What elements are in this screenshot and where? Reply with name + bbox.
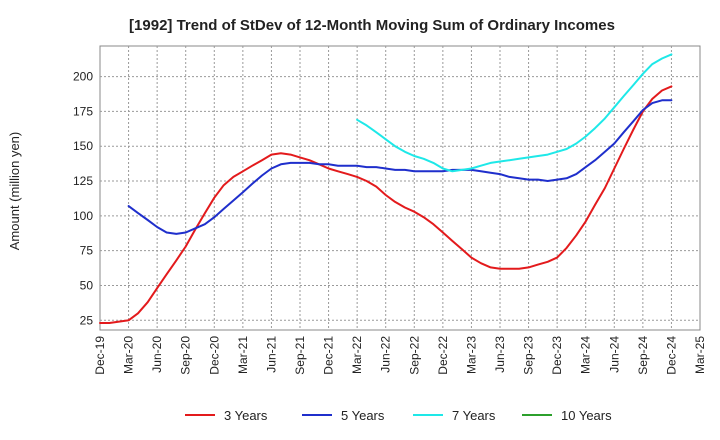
x-tick-label: Jun-24 xyxy=(607,336,621,373)
legend-label: 10 Years xyxy=(561,408,612,423)
series-line-7-years xyxy=(356,53,673,173)
x-tick-label: Dec-20 xyxy=(207,336,221,375)
chart-title: [1992] Trend of StDev of 12-Month Moving… xyxy=(129,17,615,34)
x-tick-label: Dec-19 xyxy=(93,336,107,375)
x-tick-label: Sep-20 xyxy=(179,336,193,375)
legend-label: 7 Years xyxy=(452,408,496,423)
y-tick-label: 25 xyxy=(80,313,94,327)
x-tick-label: Mar-21 xyxy=(236,336,250,374)
y-tick-label: 50 xyxy=(80,278,94,292)
x-tick-label: Mar-25 xyxy=(693,336,707,374)
y-tick-label: 175 xyxy=(73,104,93,118)
x-tick-label: Dec-22 xyxy=(436,336,450,375)
legend: 3 Years 5 Years 7 Years 10 Years xyxy=(185,408,612,423)
legend-label: 5 Years xyxy=(341,408,385,423)
plot-area xyxy=(99,45,701,331)
x-tick-label: Dec-23 xyxy=(550,336,564,375)
y-axis: 25 50 75 100 125 150 175 200 xyxy=(73,70,93,328)
x-tick-label: Mar-20 xyxy=(122,336,136,374)
y-tick-label: 75 xyxy=(80,244,94,258)
x-tick-label: Dec-24 xyxy=(664,336,678,375)
x-tick-label: Mar-22 xyxy=(350,336,364,374)
x-tick-label: Jun-23 xyxy=(493,336,507,373)
series-line-3-years xyxy=(99,85,673,324)
x-tick-label: Jun-22 xyxy=(379,336,393,373)
series-lines xyxy=(99,53,673,324)
x-tick-label: Sep-22 xyxy=(407,336,421,375)
x-tick-label: Mar-24 xyxy=(579,336,593,374)
legend-label: 3 Years xyxy=(224,408,268,423)
x-tick-label: Sep-24 xyxy=(636,336,650,375)
x-tick-label: Sep-23 xyxy=(522,336,536,375)
y-axis-title: Amount (million yen) xyxy=(7,132,22,251)
y-tick-label: 200 xyxy=(73,70,93,84)
x-tick-label: Dec-21 xyxy=(322,336,336,375)
grid xyxy=(100,46,700,330)
series-line-5-years xyxy=(127,99,673,235)
x-tick-label: Sep-21 xyxy=(293,336,307,375)
x-tick-label: Mar-23 xyxy=(464,336,478,374)
x-axis: Dec-19 Mar-20 Jun-20 Sep-20 Dec-20 Mar-21 Jun-… xyxy=(93,336,707,375)
y-tick-label: 150 xyxy=(73,139,93,153)
x-tick-label: Jun-20 xyxy=(150,336,164,373)
x-tick-label: Jun-21 xyxy=(264,336,278,373)
y-tick-label: 125 xyxy=(73,174,93,188)
y-tick-label: 100 xyxy=(73,209,93,223)
